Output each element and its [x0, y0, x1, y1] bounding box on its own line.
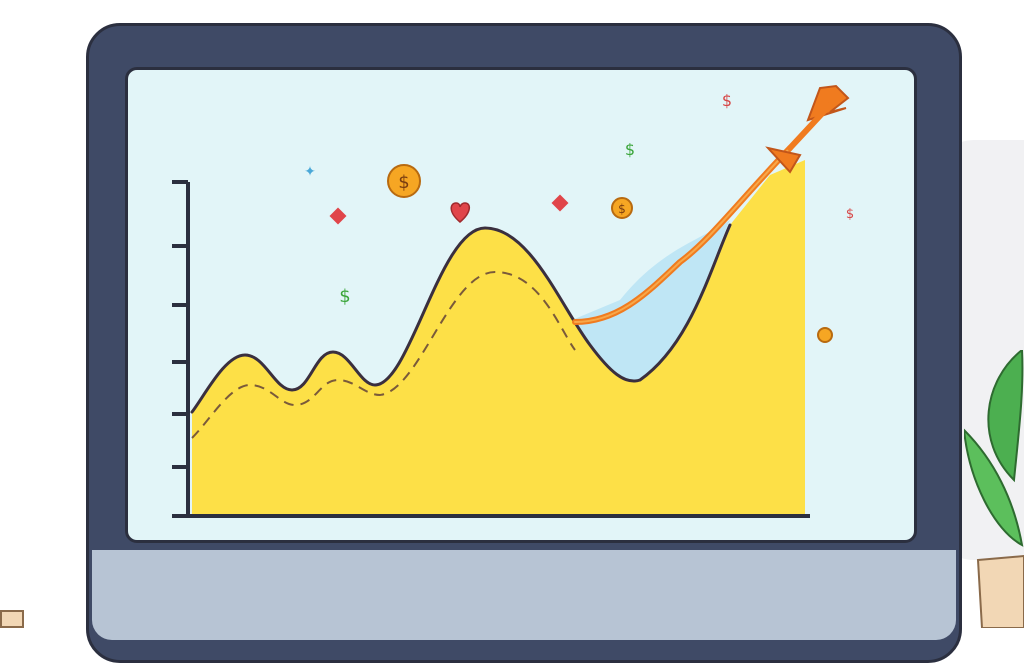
coin-symbol: $ — [618, 202, 626, 216]
dollar-sign-icon: $ — [722, 91, 732, 110]
box-decoration — [0, 610, 24, 628]
dollar-sign-icon: $ — [625, 140, 635, 159]
arrow-feather — [765, 146, 802, 174]
dollar-coin-icon: $ — [611, 197, 633, 219]
area-outline — [190, 223, 732, 414]
gap-area — [572, 220, 730, 381]
plant-leaf — [987, 350, 1024, 483]
coin-dot — [817, 327, 833, 343]
up-arrow-shaft-inner — [574, 147, 791, 323]
dollar-sign-icon: $ — [846, 207, 854, 222]
dollar-coin-icon: $ — [387, 164, 421, 198]
sparkle-icon: ✦ — [304, 164, 316, 180]
monitor-chin — [92, 550, 956, 640]
arrow-shaft-top — [787, 102, 833, 151]
y-axis-ticks — [172, 180, 188, 469]
diamond-icon — [329, 207, 347, 225]
plant-icon — [964, 350, 1024, 628]
plant-leaf — [964, 428, 1024, 547]
diamond-icon — [551, 194, 569, 212]
dollar-sign-icon: $ — [339, 286, 350, 307]
heart-icon — [450, 202, 470, 223]
growth-chart: $ $ ✦ $ $ $ $ — [172, 84, 854, 518]
area-series — [192, 160, 805, 516]
dashed-trend-line — [191, 270, 576, 439]
coin-symbol: $ — [398, 172, 409, 193]
plant-pot — [976, 554, 1024, 628]
